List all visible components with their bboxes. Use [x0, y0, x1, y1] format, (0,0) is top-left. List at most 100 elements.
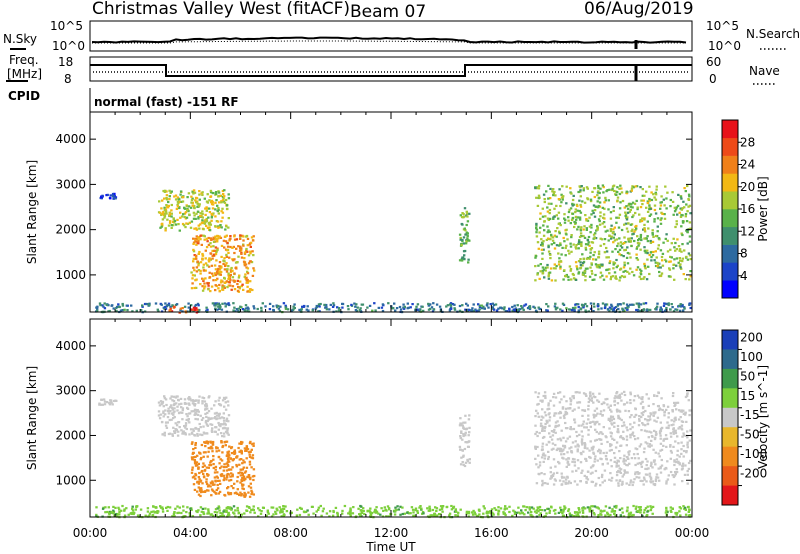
echo-cell — [503, 306, 506, 309]
echo-cell — [650, 198, 654, 202]
echo-cell — [612, 206, 615, 209]
echo-cell — [500, 307, 504, 310]
echo-cell — [673, 474, 677, 477]
echo-cell — [225, 440, 229, 443]
echo-cell — [298, 308, 301, 311]
echo-cell — [576, 268, 579, 271]
echo-cell — [617, 395, 620, 398]
echo-cell — [642, 308, 645, 311]
echo-cell — [246, 270, 249, 273]
velocity-colorbar-swatches — [722, 330, 738, 506]
echo-cell — [570, 234, 573, 237]
echo-cell — [589, 200, 593, 203]
echo-cell — [605, 451, 608, 454]
echo-cell — [230, 472, 233, 475]
noise-sky-trace — [91, 36, 687, 44]
echo-cell — [252, 468, 256, 471]
echo-cell — [553, 263, 556, 266]
echo-cell — [191, 201, 194, 204]
echo-cell — [380, 507, 383, 510]
echo-cell — [164, 227, 167, 230]
echo-cell — [377, 306, 380, 309]
echo-cell — [250, 508, 253, 511]
echo-cell — [542, 394, 545, 398]
echo-cell — [218, 225, 221, 229]
echo-cell — [460, 257, 464, 261]
echo-cell — [588, 257, 591, 260]
echo-cell — [189, 397, 192, 400]
echo-cell — [681, 221, 685, 224]
echo-cell — [246, 290, 249, 293]
echo-cell — [602, 213, 606, 216]
echo-cell — [246, 310, 249, 313]
echo-cell — [101, 304, 104, 307]
echo-cell — [646, 249, 649, 252]
echo-cell — [615, 221, 618, 224]
echo-cell — [239, 237, 242, 240]
echo-cell — [592, 452, 596, 455]
echo-cell — [341, 306, 344, 309]
echo-cell — [680, 232, 683, 235]
echo-cell — [513, 512, 517, 516]
echo-cell — [438, 508, 442, 511]
y-tick-label: 2000 — [55, 428, 86, 442]
echo-cell — [240, 450, 243, 454]
echo-cell — [618, 450, 621, 453]
echo-cell — [209, 513, 212, 516]
echo-cell — [633, 478, 636, 481]
echo-cell — [647, 227, 650, 230]
echo-cell — [676, 511, 679, 515]
echo-cell — [656, 476, 660, 479]
echo-cell — [575, 244, 578, 247]
echo-cell — [403, 512, 406, 515]
echo-cell — [558, 391, 562, 394]
echo-cell — [101, 194, 104, 197]
echo-cell — [190, 271, 193, 274]
echo-cell — [681, 435, 684, 438]
echo-cell — [300, 308, 303, 311]
echo-cell — [201, 216, 204, 219]
echo-cell — [552, 396, 555, 399]
echo-cell — [548, 416, 552, 419]
echo-cell — [216, 308, 219, 311]
echo-cell — [196, 308, 199, 311]
colorbar-swatch — [722, 173, 738, 192]
echo-cell — [673, 460, 676, 463]
echo-cell — [214, 238, 218, 241]
velocity-panel-frame — [89, 318, 693, 518]
echo-cell — [566, 238, 569, 241]
colorbar-tick-label: 15 — [740, 389, 755, 403]
echo-cell — [223, 463, 226, 466]
echo-cell — [618, 253, 621, 256]
echo-cell — [215, 446, 218, 449]
echo-cell — [603, 251, 607, 254]
echo-cell — [235, 491, 238, 494]
echo-cell — [226, 452, 229, 455]
echo-cell — [593, 236, 596, 240]
echo-cell — [588, 455, 591, 459]
echo-cell — [555, 412, 558, 415]
echo-cell — [207, 243, 211, 246]
echo-cell — [674, 432, 678, 435]
echo-cell — [130, 304, 133, 307]
echo-cell — [650, 256, 653, 259]
echo-cell — [655, 185, 658, 188]
echo-cell — [639, 463, 643, 466]
echo-cell — [121, 504, 124, 508]
echo-cell — [235, 308, 239, 311]
echo-cell — [277, 304, 280, 308]
echo-cell — [689, 306, 692, 310]
echo-cell — [688, 195, 691, 198]
echo-cell — [676, 238, 679, 241]
echo-cell — [599, 457, 602, 460]
echo-cell — [332, 510, 335, 514]
echo-cell — [535, 235, 539, 238]
echo-cell — [618, 248, 622, 251]
echo-cell — [212, 458, 215, 461]
echo-cell — [472, 303, 475, 306]
echo-cell — [657, 467, 660, 470]
echo-cell — [504, 310, 507, 313]
echo-cell — [614, 395, 617, 398]
echo-cell — [320, 514, 323, 517]
